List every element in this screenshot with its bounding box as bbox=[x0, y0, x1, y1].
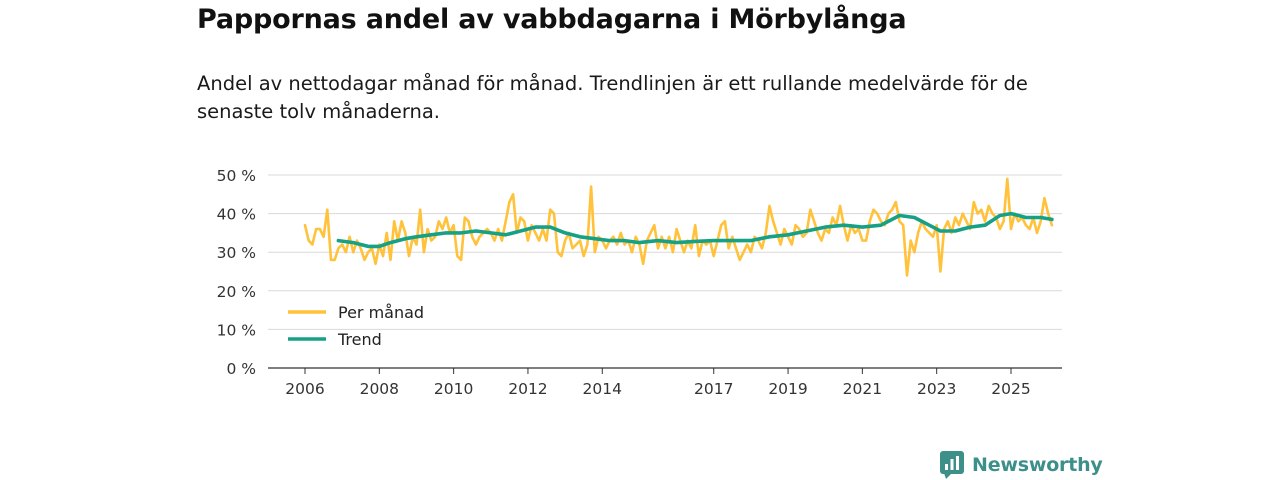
legend: Per månad Trend bbox=[288, 303, 424, 349]
series bbox=[303, 177, 1054, 277]
legend-label: Per månad bbox=[338, 303, 424, 322]
x-tick-label: 2025 bbox=[991, 380, 1030, 398]
brand[interactable]: Newsworthy bbox=[940, 451, 1103, 479]
grid-lines bbox=[268, 174, 1062, 330]
x-tick-label: 2023 bbox=[917, 380, 956, 398]
bar-chart-icon bbox=[940, 451, 964, 479]
brand-name: Newsworthy bbox=[972, 454, 1103, 476]
y-axis-ticks: 0 % 10 % 20 % 30 % 40 % 50 % bbox=[217, 167, 256, 378]
x-tick-label: 2019 bbox=[768, 380, 807, 398]
series-line-trend bbox=[336, 211, 1054, 249]
y-tick-label: 50 % bbox=[217, 167, 256, 185]
series-line-per-manad bbox=[303, 177, 1054, 277]
y-tick-label: 10 % bbox=[217, 321, 256, 339]
x-tick-label: 2008 bbox=[360, 380, 399, 398]
y-tick-label: 40 % bbox=[217, 206, 256, 224]
chart-subtitle: Andel av nettodagar månad för månad. Tre… bbox=[197, 72, 1028, 123]
x-tick-label: 2006 bbox=[285, 380, 324, 398]
y-tick-label: 0 % bbox=[226, 360, 256, 378]
legend-label: Trend bbox=[337, 330, 382, 349]
y-tick-label: 20 % bbox=[217, 283, 256, 301]
x-tick-label: 2021 bbox=[843, 380, 882, 398]
chart-title: Pappornas andel av vabbdagarna i Mörbylå… bbox=[197, 4, 907, 35]
x-axis-ticks: 2006 2008 2010 2012 2014 2017 2019 2021 2023 2025 bbox=[285, 368, 1031, 398]
x-tick-label: 2010 bbox=[434, 380, 473, 398]
x-tick-label: 2014 bbox=[583, 380, 622, 398]
x-tick-label: 2012 bbox=[508, 380, 547, 398]
y-tick-label: 30 % bbox=[217, 244, 256, 262]
x-tick-label: 2017 bbox=[694, 380, 733, 398]
